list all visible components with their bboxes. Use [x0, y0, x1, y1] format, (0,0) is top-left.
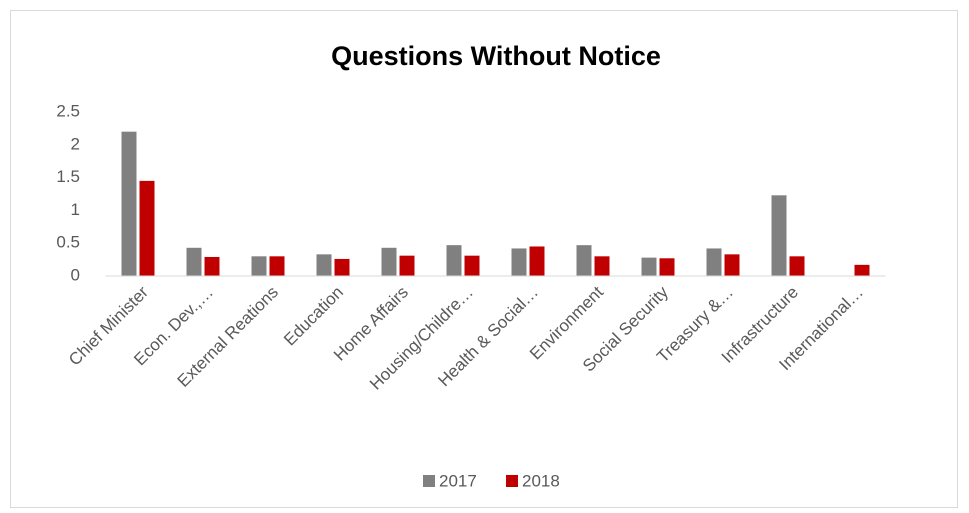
bar: [659, 258, 675, 276]
legend-label: 2018: [522, 471, 560, 490]
bar: [594, 256, 610, 276]
bar: [464, 255, 480, 276]
bar: [204, 256, 220, 276]
y-tick-label: 1.5: [56, 167, 80, 186]
bar: [511, 248, 527, 276]
bar: [771, 195, 787, 276]
bar: [316, 254, 332, 276]
bar: [251, 256, 267, 276]
bar: [139, 180, 155, 276]
y-tick-label: 2.5: [56, 101, 80, 120]
y-tick-label: 1: [71, 200, 80, 219]
bar: [381, 247, 397, 276]
bar: [269, 256, 285, 276]
bar: [529, 246, 545, 276]
bar: [576, 245, 592, 276]
legend-label: 2017: [439, 471, 477, 490]
bar: [399, 255, 415, 276]
y-tick-label: 2: [71, 134, 80, 153]
bar: [641, 257, 657, 276]
bar: [706, 248, 722, 276]
y-tick-label: 0.5: [56, 233, 80, 252]
y-tick-label: 0: [71, 265, 80, 284]
bar: [724, 254, 740, 276]
bar: [186, 247, 202, 276]
legend-swatch: [423, 475, 435, 487]
chart-title: Questions Without Notice: [331, 41, 661, 71]
bar: [854, 264, 870, 276]
bar: [789, 256, 805, 276]
legend-swatch: [506, 475, 518, 487]
bar: [334, 258, 350, 276]
bar: [121, 131, 137, 276]
bar: [446, 245, 462, 276]
